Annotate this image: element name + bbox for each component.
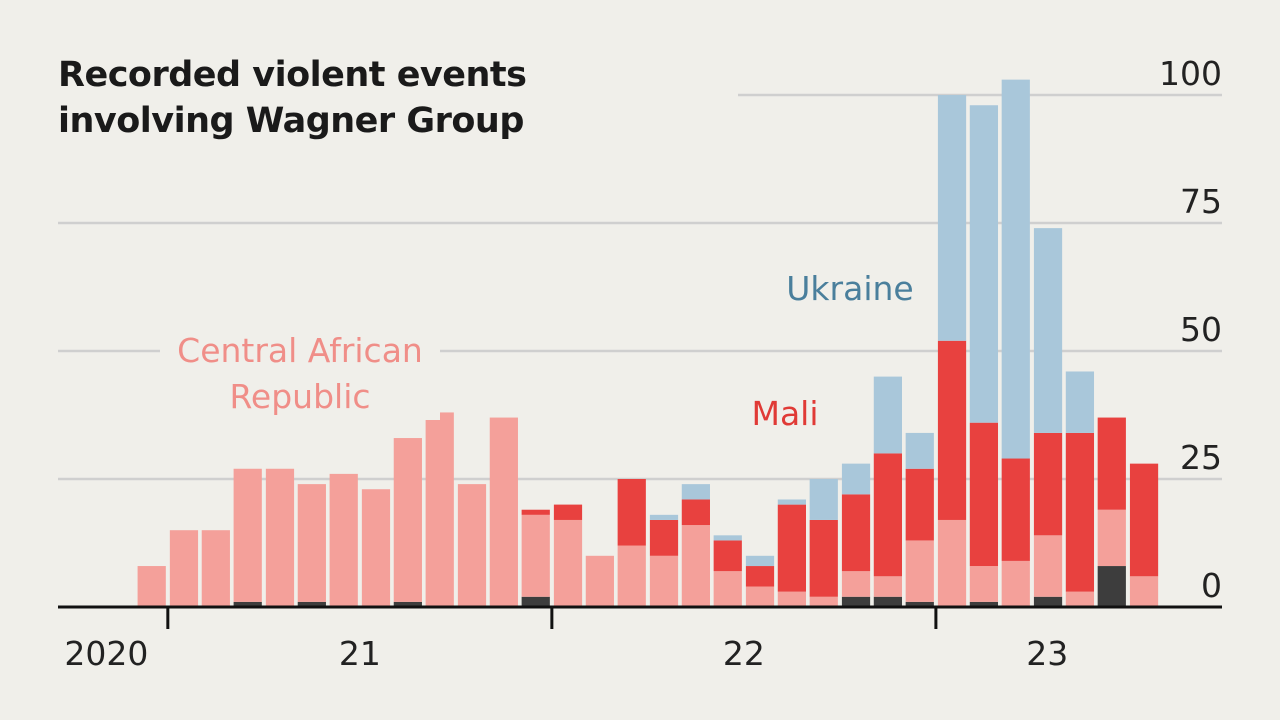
bar-segment (137, 566, 166, 607)
bar-segment (905, 468, 934, 541)
bars (137, 79, 1159, 607)
chart-title: Recorded violent events involving Wagner… (58, 52, 738, 144)
bar-segment (425, 412, 454, 607)
bar-segment (873, 576, 903, 597)
bar-segment (937, 340, 967, 520)
bar-segment (1097, 417, 1126, 510)
bar-segment (1001, 458, 1030, 561)
bar-segment (201, 530, 230, 607)
bar-segment (521, 596, 550, 607)
bar-segment (1097, 509, 1126, 567)
bar-segment (905, 540, 934, 602)
y-tick-label: 75 (1180, 182, 1222, 221)
y-tick-label: 50 (1180, 310, 1222, 349)
bar-segment (553, 504, 583, 520)
bar-segment (777, 499, 806, 505)
bar-segment (841, 571, 871, 597)
bar-segment (1065, 371, 1095, 433)
bar-segment (1001, 79, 1030, 459)
bar-segment (297, 484, 326, 602)
bar-segment (713, 540, 742, 572)
series-label: Central African Republic (160, 328, 440, 420)
bar-segment (1033, 228, 1063, 433)
bar-segment (169, 530, 199, 607)
bar-segment (553, 519, 583, 607)
bar-segment (681, 525, 710, 607)
bar-segment (649, 514, 679, 520)
bar-segment (489, 417, 518, 607)
series-label: Ukraine (770, 266, 930, 312)
bar-segment (265, 468, 295, 607)
bar-segment (681, 499, 710, 526)
bar-segment (1065, 591, 1095, 607)
bar-segment (745, 566, 775, 587)
bar-segment (393, 601, 422, 607)
bar-segment (809, 479, 838, 520)
bar-segment (329, 473, 358, 607)
x-tick-label: 21 (339, 634, 381, 673)
bar-segment (873, 596, 903, 607)
bar-segment (809, 596, 838, 607)
bar-segment (393, 438, 422, 602)
bar-segment (1129, 576, 1159, 607)
bar-segment (745, 586, 775, 607)
bar-segment (297, 601, 326, 607)
bar-segment (841, 463, 871, 495)
bar-segment (521, 514, 550, 597)
bar-segment (937, 519, 967, 607)
bar-segment (617, 479, 646, 546)
series-label: Mali (730, 391, 840, 437)
bar-segment (969, 105, 999, 423)
bar-segment (457, 484, 487, 607)
bar-segment (649, 519, 679, 556)
bar-segment (745, 555, 775, 567)
bar-segment (713, 535, 742, 541)
y-tick-label: 0 (1201, 566, 1222, 605)
bar-segment (1097, 566, 1126, 607)
bar-segment (1033, 596, 1063, 607)
bar-segment (905, 432, 934, 469)
bar-segment (937, 95, 967, 341)
x-tick-label: 23 (1026, 634, 1068, 673)
bar-segment (649, 555, 679, 607)
bar-segment (873, 453, 903, 577)
bar-segment (969, 422, 999, 567)
bar-segment (585, 555, 614, 607)
bar-segment (905, 601, 934, 607)
bar-segment (1033, 535, 1063, 597)
bar-segment (713, 571, 742, 607)
bar-segment (841, 596, 871, 607)
bar-segment (521, 509, 550, 515)
bar-segment (873, 376, 903, 454)
bar-segment (361, 489, 391, 607)
y-tick-label: 100 (1159, 54, 1222, 93)
bar-segment (617, 545, 646, 607)
bar-segment (681, 484, 710, 500)
bar-segment (233, 468, 262, 602)
x-tick-label: 22 (723, 634, 765, 673)
bar-segment (969, 601, 999, 607)
bar-segment (1001, 560, 1030, 607)
bar-segment (841, 494, 871, 572)
bar-segment (777, 591, 806, 607)
bar-segment (969, 566, 999, 602)
y-tick-label: 25 (1180, 438, 1222, 477)
x-tick-label: 2020 (64, 634, 148, 673)
bar-segment (809, 519, 838, 597)
bar-segment (1065, 432, 1095, 592)
bar-segment (1033, 432, 1063, 536)
bar-segment (1129, 463, 1159, 577)
bar-segment (777, 504, 806, 592)
bar-segment (233, 601, 262, 607)
